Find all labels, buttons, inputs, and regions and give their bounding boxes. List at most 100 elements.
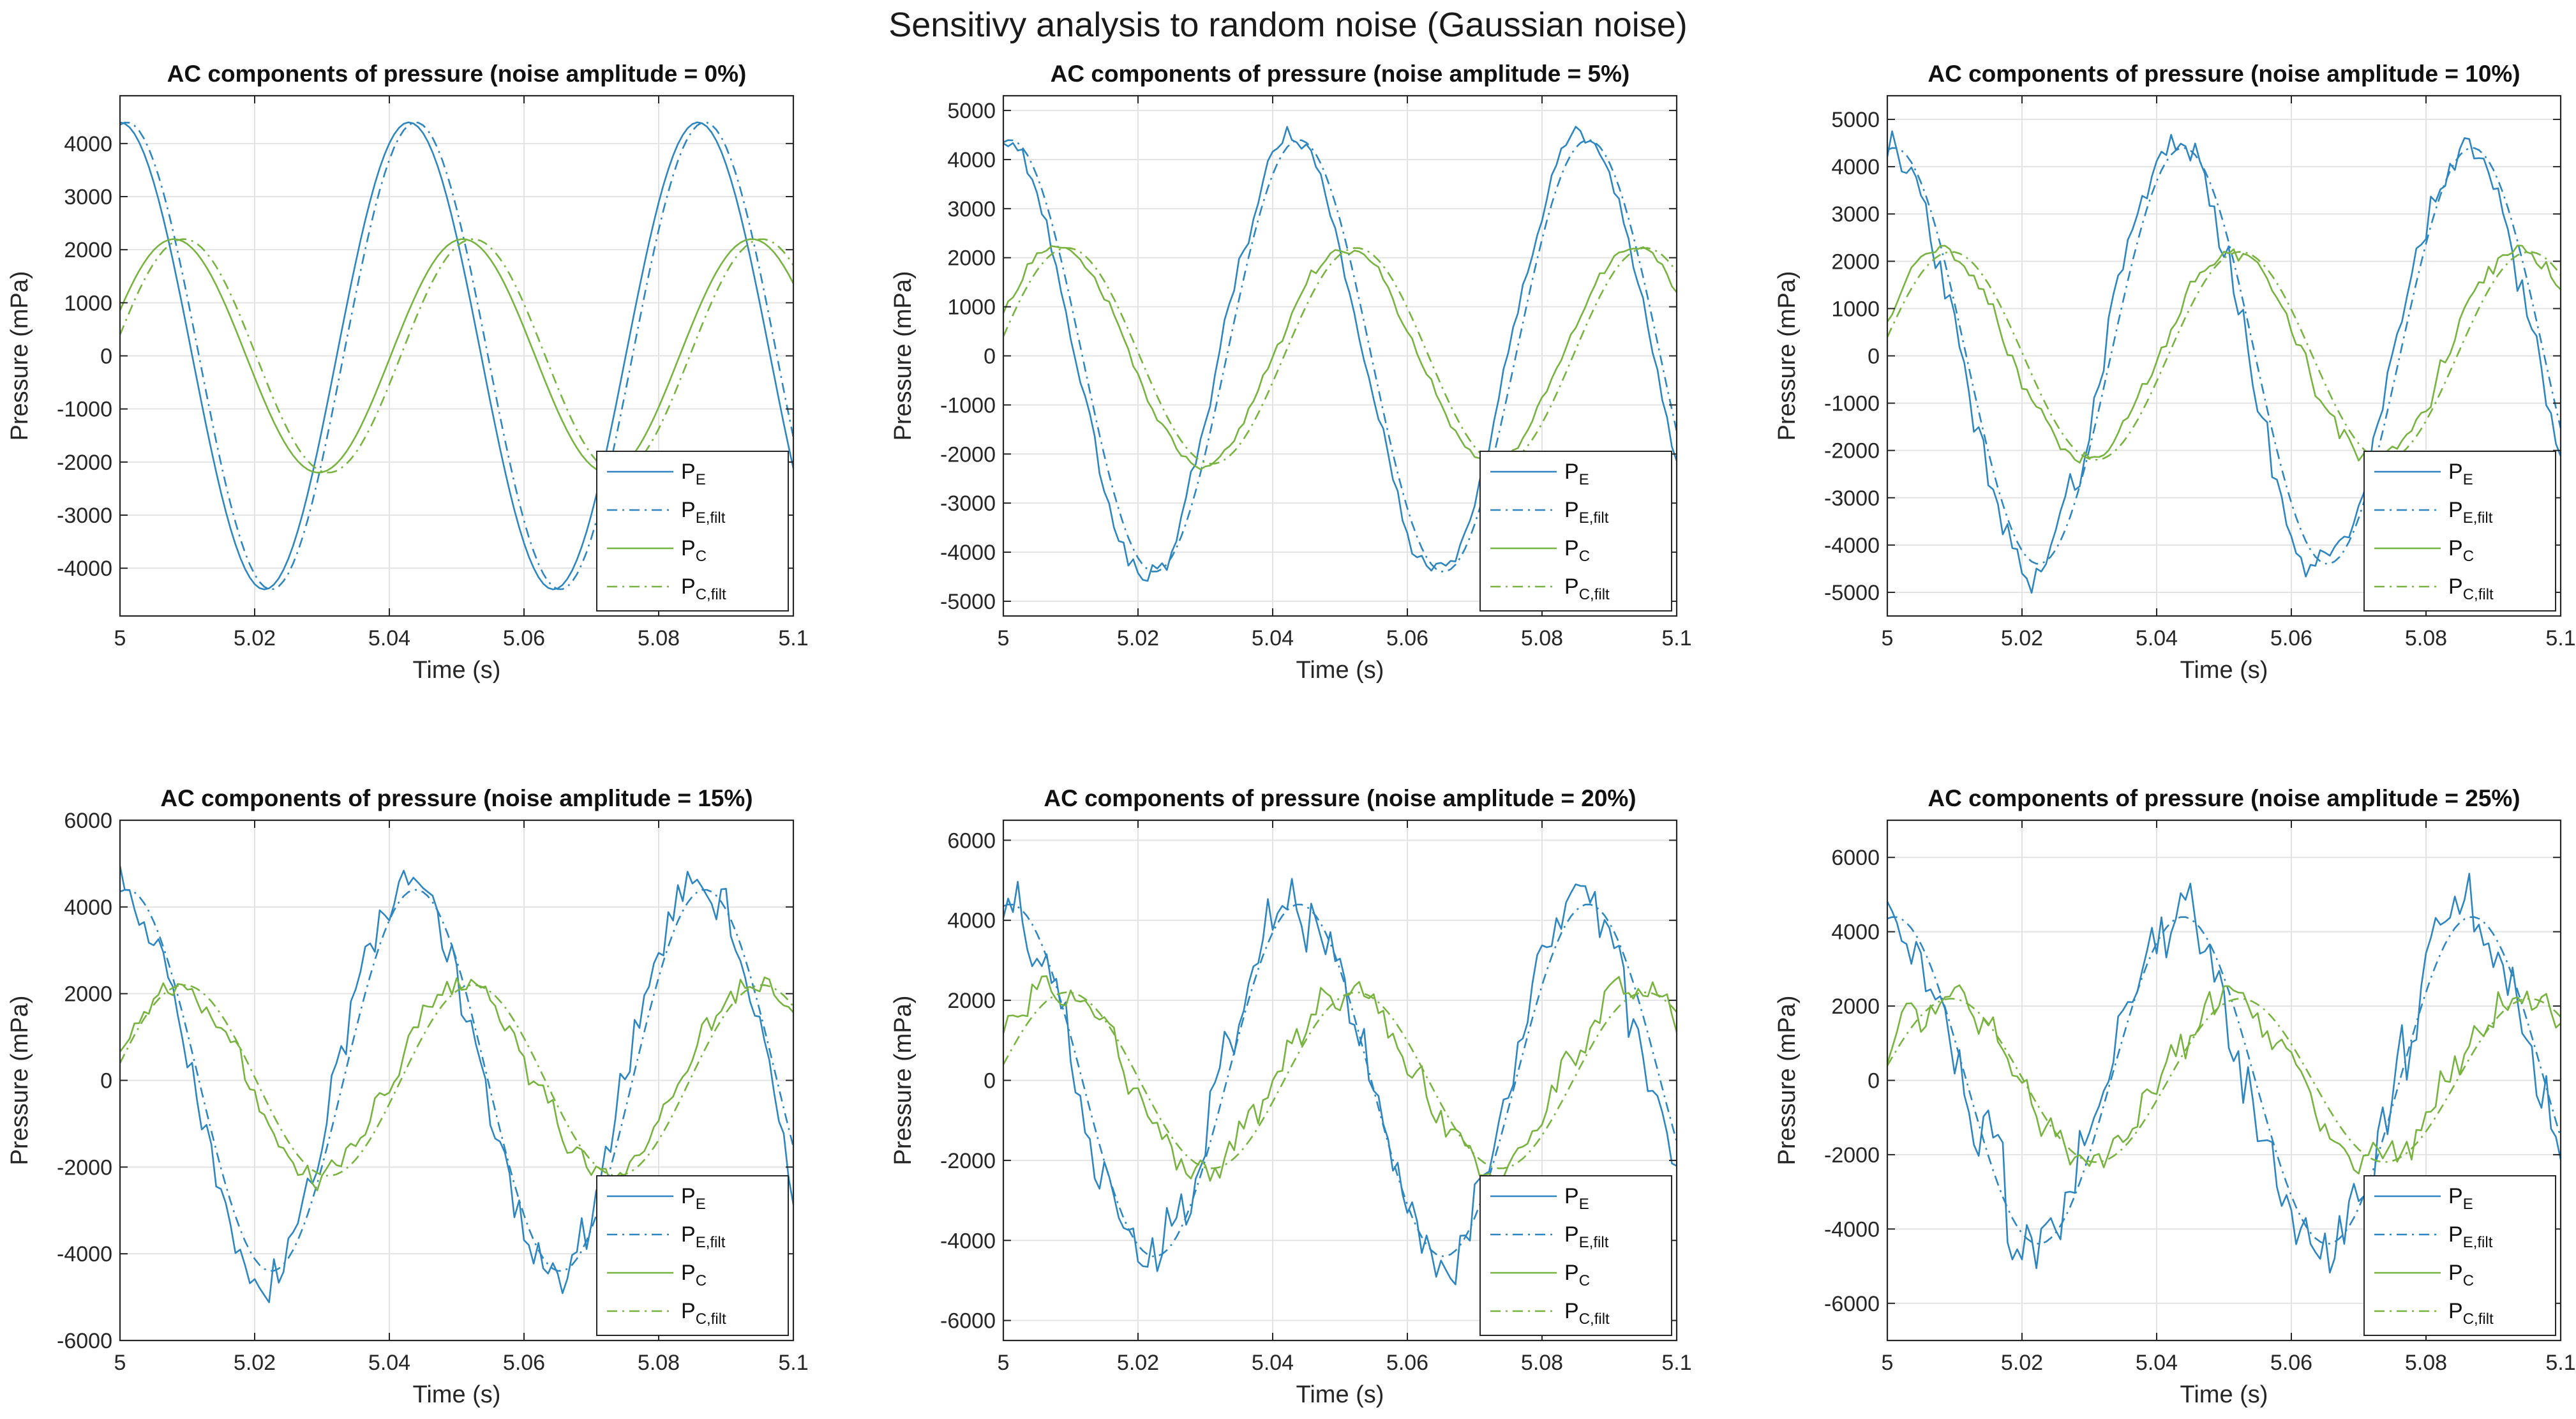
x-tick-label: 5 <box>998 1351 1010 1375</box>
x-tick-label: 5.02 <box>1117 1351 1159 1375</box>
subplot-1: AC components of pressure (noise amplitu… <box>6 61 809 684</box>
subplot-title: AC components of pressure (noise amplitu… <box>167 61 747 87</box>
legend-box <box>596 1175 789 1336</box>
series-line-p-e <box>1887 873 2561 1273</box>
y-axis-label: Pressure (mPa) <box>6 271 33 440</box>
legend-box <box>596 451 789 612</box>
x-tick-label: 5.08 <box>2405 1351 2447 1375</box>
x-tick-label: 5.1 <box>2545 1351 2575 1375</box>
y-tick-label: 0 <box>984 1069 996 1093</box>
y-tick-label: 5000 <box>1831 108 1880 132</box>
legend-label: PC,filt <box>2448 574 2494 603</box>
legend: PE PE,filt PC PC,filt <box>1479 451 1672 612</box>
x-tick-label: 5.06 <box>2270 1351 2312 1375</box>
y-tick-label: 4000 <box>947 909 996 933</box>
x-tick-label: 5.06 <box>1386 626 1428 650</box>
legend-label: PC <box>1564 536 1590 565</box>
series-line-p-c <box>1003 975 1677 1182</box>
subplot-title: AC components of pressure (noise amplitu… <box>1051 61 1630 87</box>
y-tick-label: 1000 <box>947 296 996 320</box>
x-tick-label: 5.04 <box>1252 1351 1294 1375</box>
series-line-p-e <box>120 866 793 1303</box>
legend: PE PE,filt PC PC,filt <box>596 451 789 612</box>
y-tick-label: 6000 <box>947 829 996 853</box>
x-tick-label: 5.1 <box>1661 1351 1691 1375</box>
x-tick-label: 5.08 <box>1521 1351 1563 1375</box>
y-tick-label: -4000 <box>1824 534 1880 558</box>
legend-label: PE,filt <box>2448 1222 2493 1251</box>
legend-label: PE <box>1564 1184 1589 1213</box>
y-tick-label: 6000 <box>1831 846 1880 870</box>
y-tick-label: 5000 <box>947 99 996 123</box>
legend-label: PC,filt <box>681 1299 726 1328</box>
legend-label: PC,filt <box>1564 1299 1610 1328</box>
y-tick-label: -4000 <box>940 541 996 565</box>
y-tick-label: -5000 <box>1824 581 1880 605</box>
x-tick-label: 5 <box>114 1351 126 1375</box>
y-tick-label: 2000 <box>64 238 112 262</box>
y-tick-label: -2000 <box>57 1155 112 1180</box>
y-tick-label: -3000 <box>1824 486 1880 511</box>
legend-label: PE,filt <box>681 498 726 527</box>
legend-label: PE,filt <box>2448 498 2493 527</box>
legend: PE PE,filt PC PC,filt <box>2363 451 2556 612</box>
x-axis-label: Time (s) <box>413 1381 501 1408</box>
series-line-p-c-filt <box>1887 251 2561 461</box>
series-line-p-c-filt <box>120 984 793 1177</box>
x-axis-label: Time (s) <box>2180 657 2268 684</box>
legend-label: PE,filt <box>681 1222 726 1251</box>
x-tick-label: 5.04 <box>1252 626 1294 650</box>
y-tick-label: 6000 <box>64 809 112 833</box>
y-tick-label: -1000 <box>1824 392 1880 416</box>
x-axis-label: Time (s) <box>1296 1381 1384 1408</box>
x-tick-label: 5.04 <box>2136 1351 2178 1375</box>
series-group <box>1003 878 1677 1286</box>
series-group <box>1887 873 2561 1273</box>
x-tick-label: 5.06 <box>2270 626 2312 650</box>
y-tick-label: 1000 <box>64 291 112 315</box>
series-group <box>120 121 793 590</box>
y-tick-label: 2000 <box>1831 250 1880 274</box>
y-axis-label: Pressure (mPa) <box>6 995 33 1165</box>
legend-label: PC <box>681 1261 707 1289</box>
y-tick-label: 2000 <box>1831 995 1880 1019</box>
legend: PE PE,filt PC PC,filt <box>1479 1175 1672 1336</box>
legend-label: PC <box>2448 1261 2474 1289</box>
series-line-p-e <box>1887 130 2561 594</box>
x-tick-label: 5.02 <box>2001 1351 2043 1375</box>
legend-label: PC <box>1564 1261 1590 1289</box>
legend-label: PE <box>681 460 706 488</box>
x-tick-label: 5.1 <box>1661 626 1691 650</box>
y-tick-label: -5000 <box>940 590 996 614</box>
y-tick-label: 0 <box>984 345 996 369</box>
x-axis-label: Time (s) <box>2180 1381 2268 1408</box>
y-tick-label: -4000 <box>57 557 112 581</box>
y-tick-label: -4000 <box>1824 1217 1880 1242</box>
y-tick-label: -2000 <box>1824 439 1880 463</box>
y-tick-label: 4000 <box>64 896 112 920</box>
x-tick-label: 5.02 <box>1117 626 1159 650</box>
legend: PE PE,filt PC PC,filt <box>596 1175 789 1336</box>
series-line-p-e <box>1003 878 1677 1286</box>
x-tick-label: 5.08 <box>638 626 680 650</box>
series-line-p-e-filt <box>120 121 793 590</box>
series-line-p-c <box>120 976 793 1192</box>
x-tick-label: 5.04 <box>368 1351 410 1375</box>
x-tick-label: 5.1 <box>778 1351 808 1375</box>
y-tick-label: 0 <box>100 345 112 369</box>
y-tick-label: -2000 <box>940 442 996 467</box>
y-tick-label: 0 <box>1868 1069 1880 1093</box>
subplot-6: AC components of pressure (noise amplitu… <box>1774 785 2576 1408</box>
x-tick-label: 5.04 <box>368 626 410 650</box>
legend-label: PE <box>2448 1184 2473 1213</box>
x-tick-label: 5.02 <box>234 1351 276 1375</box>
y-tick-label: 2000 <box>947 989 996 1013</box>
legend-label: PC,filt <box>681 574 726 603</box>
y-tick-label: -6000 <box>1824 1292 1880 1316</box>
y-axis-label: Pressure (mPa) <box>1774 271 1801 440</box>
subplot-title: AC components of pressure (noise amplitu… <box>1928 61 2520 87</box>
series-line-p-c <box>1887 984 2561 1175</box>
y-tick-label: -3000 <box>57 504 112 528</box>
y-tick-label: -2000 <box>1824 1143 1880 1167</box>
x-tick-label: 5 <box>1882 1351 1894 1375</box>
